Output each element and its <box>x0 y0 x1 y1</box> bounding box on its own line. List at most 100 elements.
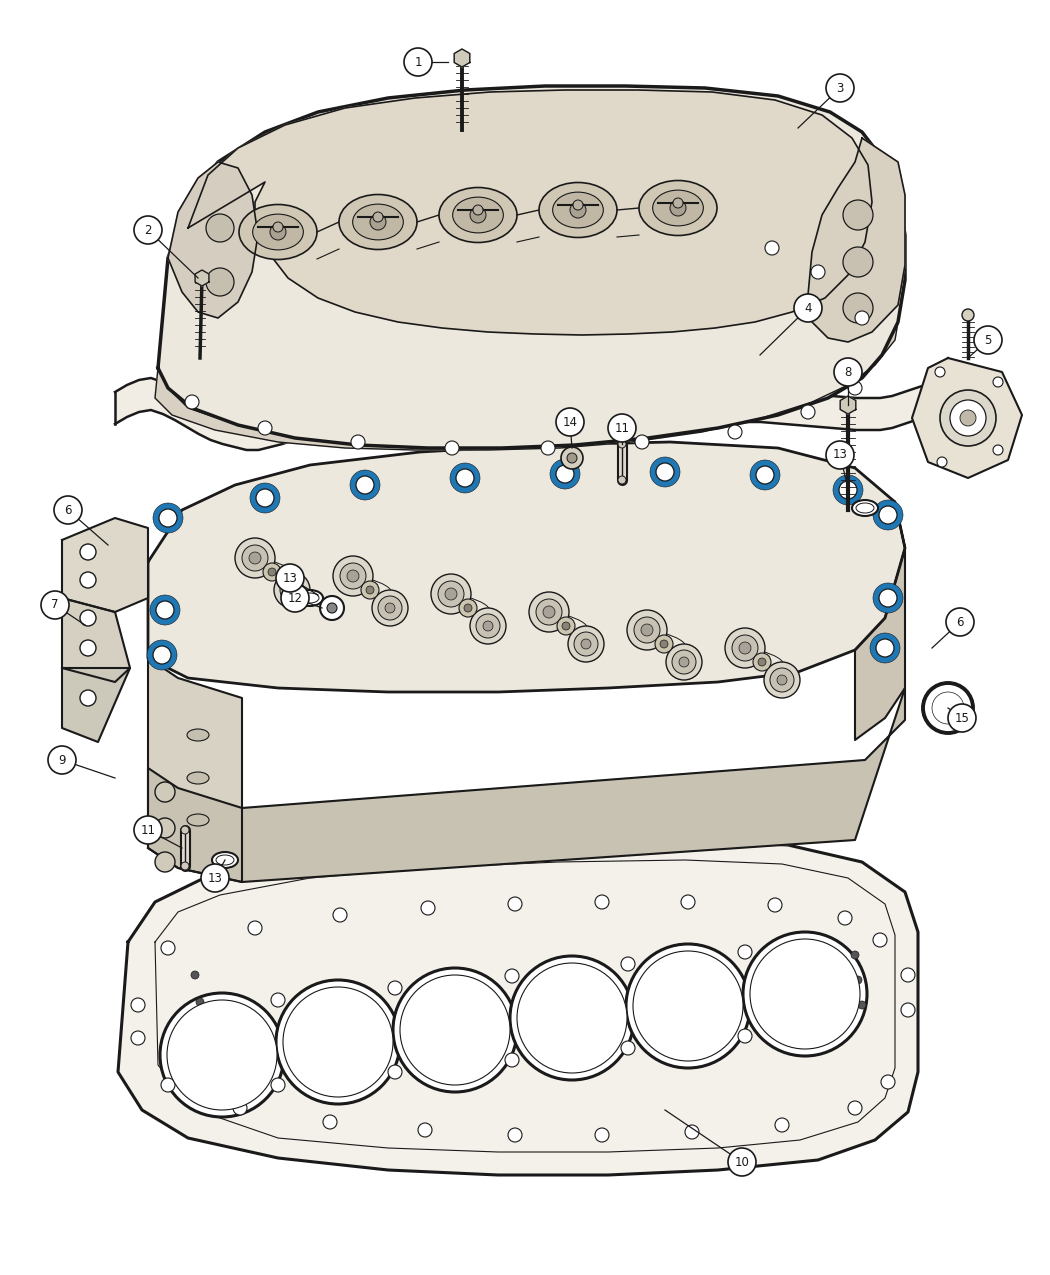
Circle shape <box>426 1000 434 1007</box>
Circle shape <box>838 912 852 924</box>
Circle shape <box>738 1029 752 1043</box>
Circle shape <box>850 951 859 959</box>
Circle shape <box>258 421 272 435</box>
Circle shape <box>562 622 570 630</box>
Circle shape <box>732 635 758 660</box>
Circle shape <box>876 639 894 657</box>
Polygon shape <box>855 502 905 740</box>
Circle shape <box>248 921 262 935</box>
Circle shape <box>456 469 474 487</box>
Circle shape <box>962 309 974 321</box>
Circle shape <box>131 1031 145 1046</box>
Circle shape <box>848 1102 862 1116</box>
Circle shape <box>784 1016 792 1024</box>
Polygon shape <box>118 840 918 1176</box>
Circle shape <box>873 500 903 530</box>
Circle shape <box>459 599 477 617</box>
Circle shape <box>627 609 667 650</box>
Polygon shape <box>912 358 1022 478</box>
Circle shape <box>728 1148 756 1176</box>
Polygon shape <box>188 91 872 335</box>
Circle shape <box>626 944 750 1068</box>
Circle shape <box>756 465 774 484</box>
Text: 13: 13 <box>282 571 297 584</box>
Circle shape <box>753 653 771 671</box>
Circle shape <box>356 476 374 493</box>
Polygon shape <box>158 85 905 448</box>
Polygon shape <box>62 518 148 612</box>
Circle shape <box>134 215 162 244</box>
Circle shape <box>843 200 873 230</box>
Circle shape <box>960 411 977 426</box>
Circle shape <box>536 599 562 625</box>
Circle shape <box>873 583 903 613</box>
Circle shape <box>854 975 862 984</box>
Circle shape <box>327 603 337 613</box>
Circle shape <box>249 552 261 564</box>
Circle shape <box>934 367 945 377</box>
Circle shape <box>80 640 96 657</box>
Text: 15: 15 <box>954 711 969 724</box>
Circle shape <box>323 1116 337 1128</box>
Circle shape <box>758 658 766 666</box>
Circle shape <box>270 224 286 240</box>
Circle shape <box>679 657 689 667</box>
Circle shape <box>340 564 366 589</box>
Circle shape <box>634 617 660 643</box>
Circle shape <box>308 1065 316 1072</box>
Circle shape <box>287 585 297 595</box>
Text: 4: 4 <box>804 301 812 315</box>
Ellipse shape <box>353 204 403 240</box>
Circle shape <box>826 74 854 102</box>
Circle shape <box>159 509 177 527</box>
Circle shape <box>273 222 284 232</box>
Circle shape <box>430 574 471 615</box>
Circle shape <box>673 198 683 208</box>
Circle shape <box>80 572 96 588</box>
Circle shape <box>650 456 680 487</box>
Circle shape <box>901 968 915 982</box>
Circle shape <box>685 1125 699 1139</box>
Circle shape <box>670 200 686 215</box>
Circle shape <box>811 265 825 279</box>
Circle shape <box>206 214 234 242</box>
Circle shape <box>48 746 76 774</box>
Ellipse shape <box>552 193 604 228</box>
Circle shape <box>191 972 200 979</box>
Circle shape <box>80 690 96 706</box>
Circle shape <box>738 945 752 959</box>
Circle shape <box>161 941 175 955</box>
Circle shape <box>284 987 393 1096</box>
Circle shape <box>41 592 69 618</box>
Circle shape <box>370 214 386 230</box>
Text: 12: 12 <box>288 592 302 604</box>
Circle shape <box>750 938 860 1049</box>
Circle shape <box>333 556 373 595</box>
Circle shape <box>350 470 380 500</box>
Circle shape <box>873 933 887 947</box>
Circle shape <box>672 650 696 674</box>
Circle shape <box>556 617 575 635</box>
Circle shape <box>656 463 674 481</box>
Circle shape <box>276 980 400 1104</box>
Circle shape <box>568 626 604 662</box>
Polygon shape <box>62 668 130 742</box>
Circle shape <box>450 463 480 493</box>
Polygon shape <box>455 48 469 68</box>
Circle shape <box>160 993 284 1117</box>
Polygon shape <box>148 658 242 882</box>
Circle shape <box>153 504 183 533</box>
Circle shape <box>608 414 636 442</box>
Text: 13: 13 <box>833 449 847 462</box>
Circle shape <box>470 608 506 644</box>
Text: 11: 11 <box>614 422 630 435</box>
Circle shape <box>388 1065 402 1079</box>
Polygon shape <box>840 397 856 414</box>
Circle shape <box>445 588 457 601</box>
Circle shape <box>855 311 869 325</box>
Circle shape <box>147 640 177 669</box>
Ellipse shape <box>239 204 317 260</box>
Circle shape <box>155 782 175 802</box>
Circle shape <box>993 377 1003 388</box>
Text: 2: 2 <box>144 223 152 236</box>
